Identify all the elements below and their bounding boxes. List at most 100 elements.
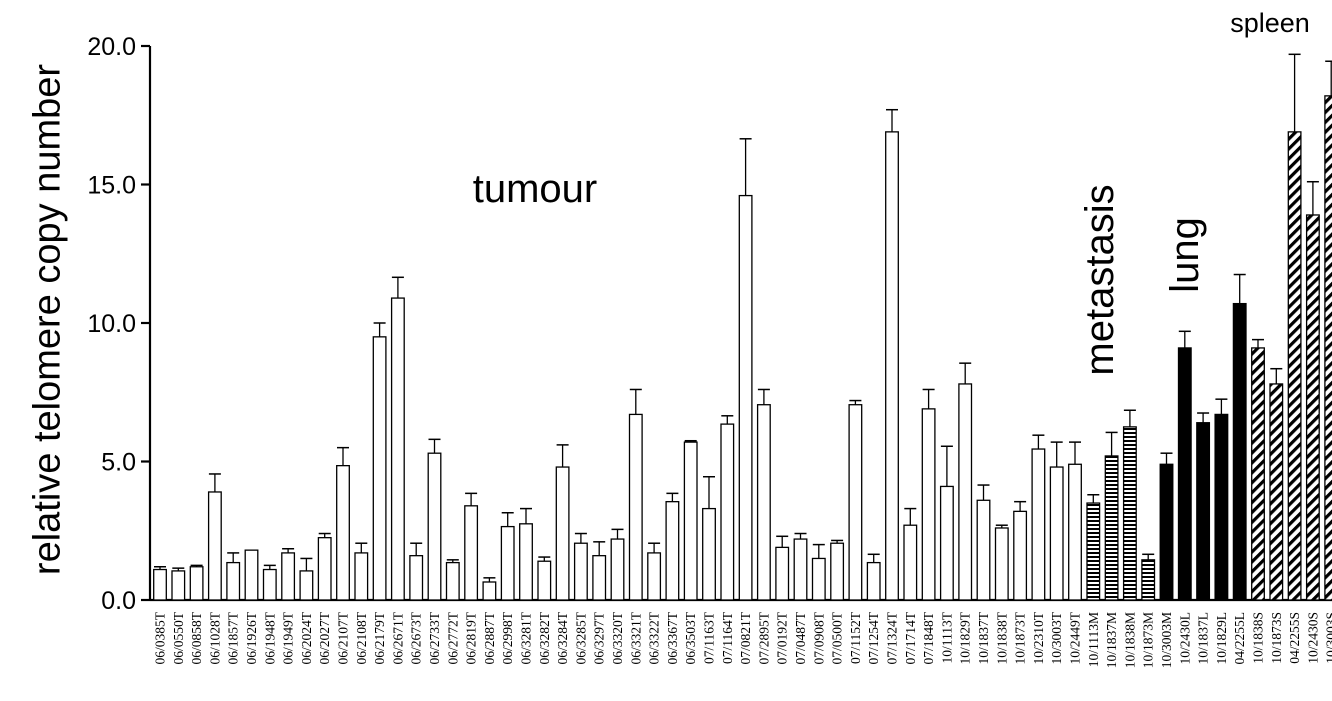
bar <box>1122 426 1137 601</box>
bar <box>903 524 918 601</box>
bar <box>1214 413 1229 601</box>
bar <box>336 465 350 601</box>
x-tick-label: 10/3003S <box>1324 612 1332 664</box>
bar <box>1269 383 1284 601</box>
x-tick-label: 10/1113M <box>1086 612 1101 667</box>
x-tick-label: 06/2887T <box>482 611 497 664</box>
x-tick-label: 07/2895T <box>756 611 771 664</box>
bar <box>1305 214 1320 601</box>
bar <box>702 507 716 601</box>
bar <box>390 297 405 601</box>
x-tick-label: 06/3285T <box>573 611 588 664</box>
bar <box>756 404 771 601</box>
x-tick-label: 06/2108T <box>354 611 369 664</box>
bar <box>153 568 167 601</box>
x-tick-label: 10/3003M <box>1159 612 1174 668</box>
x-tick-label: 06/3284T <box>555 611 570 664</box>
bar <box>1031 448 1046 601</box>
x-tick-label: 06/2671T <box>390 611 405 664</box>
x-tick-label: 10/1873S <box>1269 612 1284 664</box>
x-tick-label: 07/1324T <box>885 611 900 664</box>
bar <box>1287 131 1302 601</box>
bar <box>830 542 845 601</box>
x-tick-label: 06/3503T <box>683 611 698 664</box>
bar <box>1196 422 1211 601</box>
bar <box>409 555 424 601</box>
x-tick-label: 06/3281T <box>519 611 534 664</box>
bar <box>775 546 790 601</box>
x-tick-label: 06/3367T <box>665 611 680 664</box>
y-tick-label: 0.0 <box>101 587 136 615</box>
x-tick-label: 06/0858T <box>189 611 204 664</box>
bar <box>958 383 973 601</box>
x-tick-label: 10/1873T <box>1013 611 1028 664</box>
bar <box>1086 502 1101 601</box>
x-tick-label: 06/1949T <box>281 611 296 664</box>
bar <box>244 549 259 601</box>
bar <box>720 423 735 601</box>
x-tick-label: 07/0192T <box>775 611 790 664</box>
x-tick-label: 10/1837T <box>976 611 991 664</box>
x-tick-label: 10/1837M <box>1104 612 1119 668</box>
bar <box>610 538 625 601</box>
group-label-tumour: tumour <box>473 167 598 211</box>
bars-layer <box>153 53 1332 601</box>
x-tick-label: 06/3297T <box>592 611 607 664</box>
x-tick-label: 04/2255S <box>1287 612 1302 664</box>
bar <box>519 523 533 601</box>
y-tick-label: 5.0 <box>101 449 136 477</box>
x-tick-label: 06/2772T <box>445 611 460 664</box>
bar <box>921 408 936 601</box>
bar <box>885 131 899 601</box>
group-label-metastasis: metastasis <box>1078 184 1122 375</box>
bar <box>537 560 552 601</box>
bar <box>207 491 222 601</box>
bar <box>628 413 643 601</box>
group-label-lung: lung <box>1163 217 1207 293</box>
bar <box>482 581 497 601</box>
x-tick-label: 07/0908T <box>811 611 826 664</box>
x-tick-label: 07/0821T <box>738 611 753 664</box>
x-tick-label: 06/3321T <box>628 611 643 664</box>
bar <box>281 552 296 601</box>
x-tick-label: 07/1152T <box>848 611 863 664</box>
x-tick-label: 06/2998T <box>500 611 515 664</box>
y-tick-label: 15.0 <box>87 172 136 200</box>
bar <box>427 452 442 601</box>
x-tick-label: 06/3322T <box>647 611 662 664</box>
x-tick-label: 10/2430S <box>1305 612 1320 664</box>
x-tick-label: 07/1164T <box>720 611 735 664</box>
bar <box>811 557 826 601</box>
x-tick-label: 07/1848T <box>921 611 936 664</box>
y-tick-label: 10.0 <box>87 310 136 338</box>
x-tick-label: 06/1857T <box>226 611 241 664</box>
x-tick-label: 10/1838S <box>1251 612 1266 664</box>
bar <box>299 570 314 601</box>
bar <box>573 542 588 601</box>
bar <box>994 527 1009 601</box>
x-tick-label: 06/2819T <box>464 611 479 664</box>
bar <box>683 441 698 601</box>
x-tick-label: 10/3003T <box>1049 611 1064 664</box>
x-tick-label: 06/3282T <box>537 611 552 664</box>
x-tick-label: 10/1829L <box>1214 612 1229 665</box>
bar <box>262 568 277 601</box>
x-tick-label: 04/2255L <box>1232 612 1247 665</box>
bar <box>1141 559 1156 601</box>
x-tick-label: 07/0500T <box>830 611 845 664</box>
bar <box>1251 347 1265 601</box>
x-tick-label: 10/2449T <box>1068 611 1083 664</box>
x-tick-label: 06/1028T <box>207 611 222 664</box>
bar <box>500 525 515 601</box>
x-tick-label: 10/1838M <box>1122 612 1137 668</box>
bar <box>1068 463 1082 601</box>
x-tick-label: 10/2310T <box>1031 611 1046 664</box>
group-annotations: tumour metastasis lung spleen <box>473 8 1310 376</box>
x-tick-label: 06/2733T <box>427 611 442 664</box>
bar <box>1232 302 1247 601</box>
bar <box>317 537 332 601</box>
x-tick-label: 10/1113T <box>939 611 954 663</box>
x-tick-label: 06/2027T <box>317 611 332 664</box>
x-tick-label: 10/2430L <box>1177 612 1192 665</box>
x-tick-label: 06/0385T <box>153 611 168 664</box>
